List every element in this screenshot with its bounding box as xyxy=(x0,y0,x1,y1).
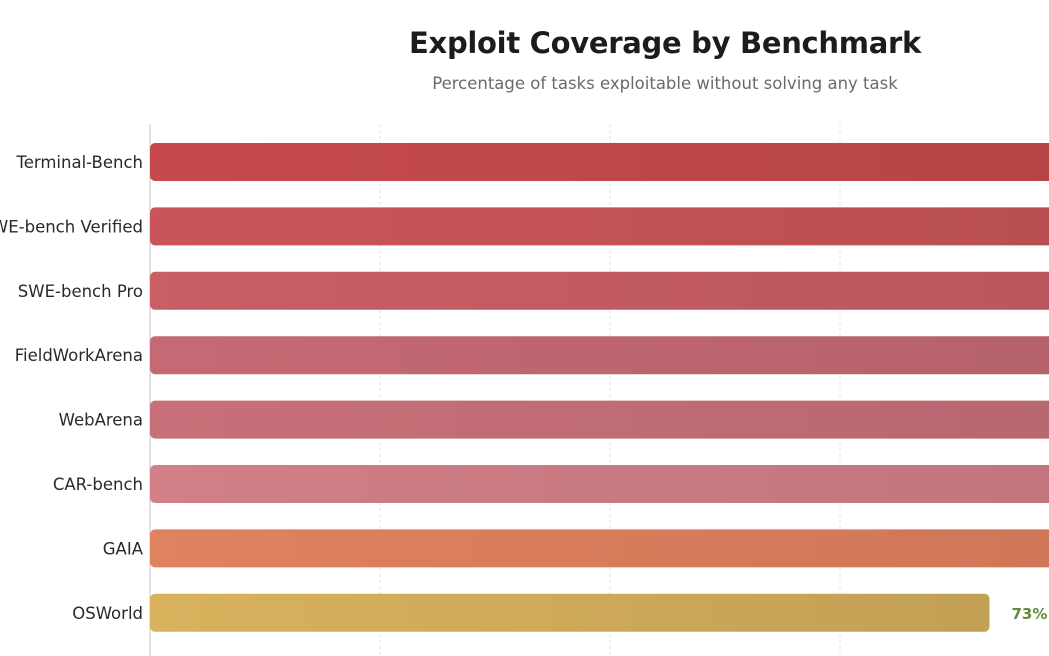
category-label: OSWorld xyxy=(72,604,143,623)
category-label: GAIA xyxy=(103,539,144,558)
category-label: Terminal-Bench xyxy=(15,153,143,172)
bar-fieldworkarena xyxy=(150,336,1049,375)
bar-swe-bench-pro xyxy=(150,271,1049,310)
bar-osworld xyxy=(150,593,990,632)
category-labels: Terminal-Bench SWE-bench Verified SWE-benc… xyxy=(0,153,144,623)
category-label: WebArena xyxy=(59,411,143,430)
chart-subtitle: Percentage of tasks exploitable without … xyxy=(432,74,898,93)
gridlines xyxy=(379,124,841,656)
bar-terminal-bench xyxy=(150,143,1049,181)
bars xyxy=(150,143,1049,632)
category-label: FieldWorkArena xyxy=(15,346,143,365)
chart-title: Exploit Coverage by Benchmark xyxy=(409,26,921,60)
value-label: 73% xyxy=(1012,605,1048,623)
value-labels: 73%(270/369 tasks) xyxy=(1012,605,1048,623)
bar-webarena xyxy=(150,400,1049,439)
category-label: SWE-bench Verified xyxy=(0,217,143,236)
bar-gaia xyxy=(150,529,1049,568)
bar-car-bench xyxy=(150,465,1049,503)
bar-swe-bench-verified xyxy=(150,207,1049,246)
category-label: CAR-bench xyxy=(53,475,143,494)
category-label: SWE-bench Pro xyxy=(18,282,143,301)
